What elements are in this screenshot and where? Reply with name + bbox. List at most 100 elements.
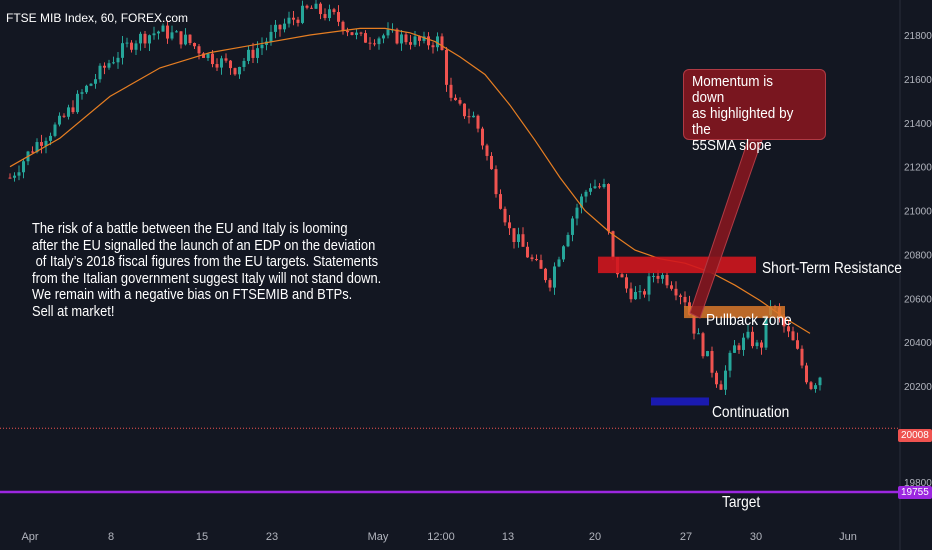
candle-body <box>85 85 88 93</box>
candle-body <box>116 57 120 63</box>
candle-body <box>562 246 565 260</box>
candle-body <box>476 115 480 129</box>
candle-body <box>269 31 273 42</box>
candle-body <box>206 53 210 58</box>
candle-body <box>620 274 624 278</box>
candle-body <box>760 342 763 348</box>
candle-body <box>292 17 295 20</box>
candle-body <box>229 60 232 69</box>
candle-body <box>733 345 736 353</box>
candle-body <box>67 107 70 117</box>
x-tick-label: 30 <box>750 531 762 543</box>
candle-body <box>638 291 642 293</box>
resistance-zone <box>598 256 756 274</box>
candle-body <box>395 29 399 44</box>
candle-body <box>710 351 714 373</box>
candle-body <box>247 49 250 61</box>
candle-body <box>134 43 138 50</box>
chart-title: FTSE MIB Index, 60, FOREX.com <box>6 11 188 25</box>
candle-body <box>692 314 696 334</box>
candle-body <box>35 142 39 153</box>
resistance-label: Short-Term Resistance <box>762 260 902 277</box>
candle-body <box>530 257 534 260</box>
candle-body <box>130 42 133 50</box>
candle-body <box>454 97 457 101</box>
candle-body <box>661 275 664 279</box>
y-tick-label: 21000 <box>904 207 932 218</box>
candle-body <box>643 291 646 295</box>
candle-body <box>220 58 223 68</box>
candle-body <box>490 155 493 170</box>
candle-body <box>508 222 511 229</box>
candle-body <box>161 25 165 32</box>
commentary-line: The risk of a battle between the EU and … <box>32 220 348 237</box>
y-tick-label: 21400 <box>904 119 932 130</box>
candle-body <box>472 115 475 118</box>
candle-body <box>427 36 430 46</box>
candle-body <box>413 36 417 45</box>
candle-body <box>706 351 709 357</box>
x-tick-label: 13 <box>502 531 514 543</box>
candle-body <box>814 385 817 389</box>
candle-body <box>503 208 507 223</box>
candle-body <box>526 246 529 258</box>
x-tick-label: 27 <box>680 531 692 543</box>
candle-body <box>697 333 700 335</box>
candle-body <box>53 124 57 136</box>
candle-body <box>557 259 561 267</box>
candle-body <box>355 32 358 35</box>
candle-body <box>188 34 192 43</box>
candle-body <box>157 31 160 34</box>
candle-body <box>202 53 205 58</box>
candle-body <box>593 186 597 189</box>
continuation-level <box>651 397 709 406</box>
candle-body <box>224 58 228 61</box>
x-tick-label: May <box>368 531 389 543</box>
candle-body <box>211 53 214 65</box>
candle-body <box>377 38 381 45</box>
candle-body <box>652 275 655 277</box>
candle-body <box>670 285 673 289</box>
candle-body <box>364 33 367 43</box>
candle-body <box>40 142 43 146</box>
candle-body <box>431 45 435 48</box>
candle-body <box>170 32 174 39</box>
y-tick-label: 21200 <box>904 163 932 174</box>
candle-body <box>418 36 421 41</box>
candle-body <box>625 277 628 289</box>
candle-body <box>787 326 790 332</box>
candle-body <box>238 66 241 75</box>
candle-body <box>607 184 610 232</box>
candle-body <box>323 14 327 19</box>
candle-body <box>373 43 376 45</box>
y-tick-label: 20800 <box>904 250 932 261</box>
candle-body <box>458 100 462 104</box>
candle-body <box>463 103 466 117</box>
candle-body <box>112 62 115 64</box>
candle-body <box>404 34 408 43</box>
candle-body <box>287 17 291 24</box>
candle-body <box>422 36 426 41</box>
candle-body <box>485 145 489 156</box>
candle-body <box>728 352 732 371</box>
commentary-line: We remain with a negative bias on FTSEMI… <box>32 286 353 303</box>
candle-body <box>544 268 547 281</box>
candle-body <box>233 68 237 75</box>
candle-body <box>143 33 147 44</box>
candle-body <box>719 384 723 390</box>
candle-body <box>409 42 412 45</box>
x-tick-label: Apr <box>21 531 38 543</box>
last-price-tag: 20008 <box>898 429 932 442</box>
candle-body <box>665 275 669 286</box>
x-tick-label: 8 <box>108 531 114 543</box>
candle-body <box>553 266 556 288</box>
candle-body <box>539 260 543 269</box>
candle-body <box>328 9 331 19</box>
candle-body <box>310 7 313 9</box>
candle-body <box>517 234 520 243</box>
candle-body <box>193 42 196 47</box>
candle-body <box>449 84 453 98</box>
x-tick-label: 23 <box>266 531 278 543</box>
candle-body <box>724 370 727 390</box>
candle-body <box>184 34 187 45</box>
